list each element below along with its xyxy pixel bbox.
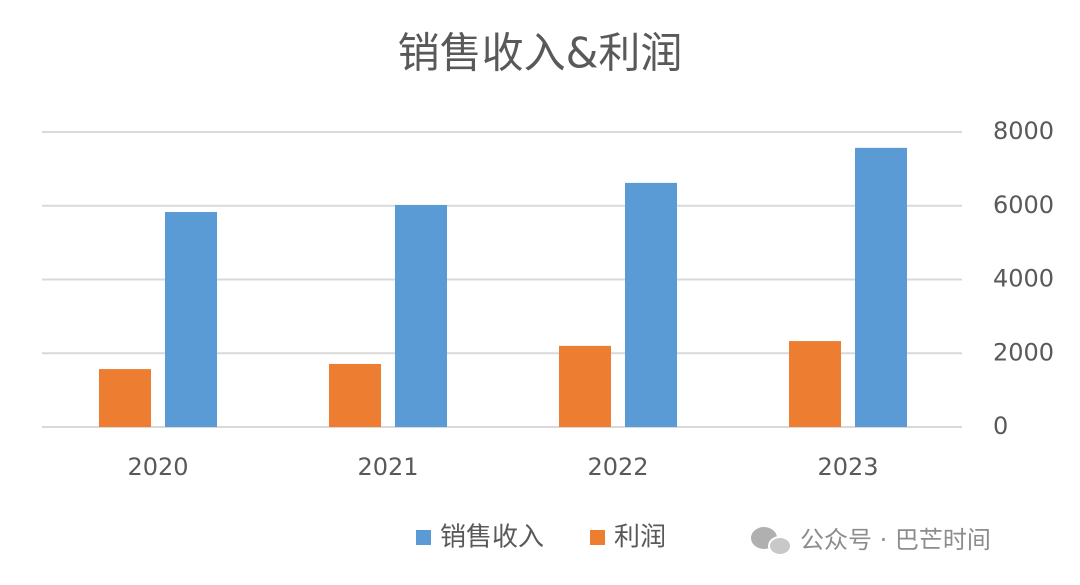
x-tick-label: 2021: [357, 453, 418, 481]
legend-label: 利润: [614, 523, 666, 553]
bar: [625, 182, 677, 427]
y-tick-label: 0: [993, 412, 1008, 440]
bar: [165, 212, 217, 427]
x-tick-label: 2020: [127, 453, 188, 481]
y-tick-label: 4000: [993, 265, 1054, 293]
bar: [559, 345, 611, 427]
chart-title: 销售收入&利润: [398, 29, 683, 78]
watermark: 公众号 · 巴芒时间: [800, 526, 991, 554]
y-tick-label: 8000: [993, 117, 1054, 145]
bar: [395, 205, 447, 427]
x-tick-label: 2023: [817, 453, 878, 481]
watermark-icon: [751, 527, 792, 556]
bar: [99, 369, 151, 427]
y-tick-label: 2000: [993, 338, 1054, 366]
legend-swatch: [416, 530, 431, 545]
x-tick-label: 2022: [587, 453, 648, 481]
bar: [855, 147, 907, 427]
y-tick-label: 6000: [993, 191, 1054, 219]
legend-swatch: [590, 530, 606, 545]
bar: [789, 341, 841, 427]
legend-label: 销售收入: [440, 523, 544, 553]
bar: [329, 363, 381, 427]
